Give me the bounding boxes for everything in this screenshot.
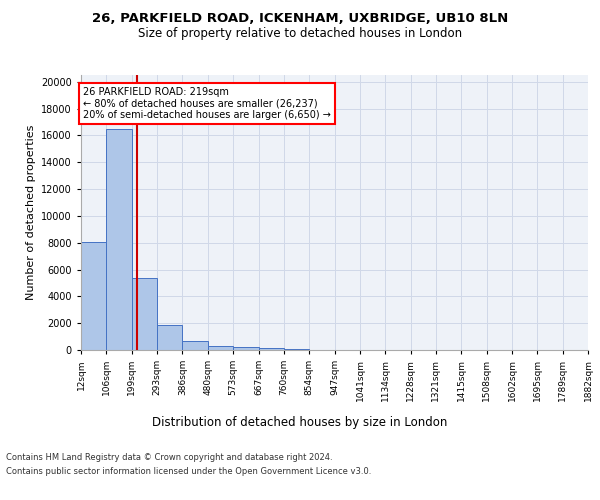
Bar <box>284 348 309 350</box>
Bar <box>182 342 208 350</box>
Bar <box>233 348 259 350</box>
Bar <box>208 346 233 350</box>
Text: Distribution of detached houses by size in London: Distribution of detached houses by size … <box>152 416 448 429</box>
Bar <box>81 242 106 350</box>
Text: Contains HM Land Registry data © Crown copyright and database right 2024.: Contains HM Land Registry data © Crown c… <box>6 454 332 462</box>
Text: 26 PARKFIELD ROAD: 219sqm
← 80% of detached houses are smaller (26,237)
20% of s: 26 PARKFIELD ROAD: 219sqm ← 80% of detac… <box>83 87 331 120</box>
Text: Size of property relative to detached houses in London: Size of property relative to detached ho… <box>138 28 462 40</box>
Text: Contains public sector information licensed under the Open Government Licence v3: Contains public sector information licen… <box>6 467 371 476</box>
Bar <box>259 348 284 350</box>
Text: 26, PARKFIELD ROAD, ICKENHAM, UXBRIDGE, UB10 8LN: 26, PARKFIELD ROAD, ICKENHAM, UXBRIDGE, … <box>92 12 508 26</box>
Y-axis label: Number of detached properties: Number of detached properties <box>26 125 35 300</box>
Bar <box>106 128 132 350</box>
Bar <box>157 325 182 350</box>
Bar <box>132 278 157 350</box>
